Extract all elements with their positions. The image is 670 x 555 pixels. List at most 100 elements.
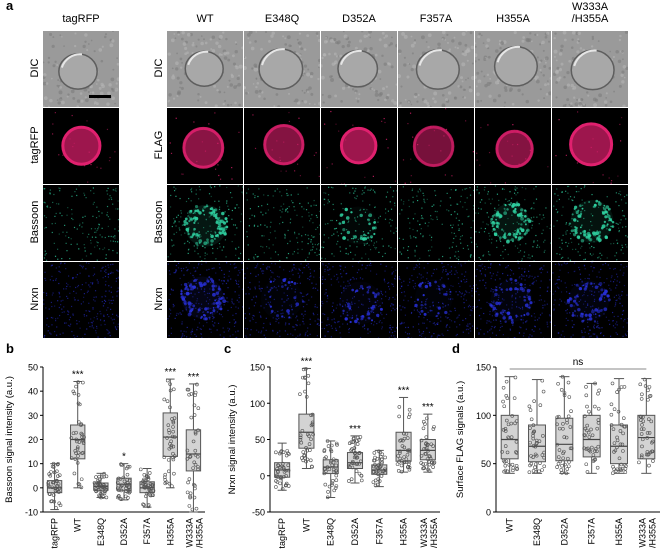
data-point xyxy=(424,435,429,439)
data-point xyxy=(646,388,650,393)
data-point xyxy=(639,415,644,419)
data-point xyxy=(619,422,624,427)
data-point xyxy=(79,485,84,490)
data-point xyxy=(116,476,121,481)
data-point xyxy=(195,454,200,459)
data-point xyxy=(559,468,564,472)
data-point xyxy=(189,415,194,420)
data-point xyxy=(405,452,410,457)
data-point xyxy=(586,446,590,451)
data-point xyxy=(139,481,144,485)
x-tick-label: E348Q xyxy=(326,518,336,546)
data-point xyxy=(650,449,655,454)
data-point xyxy=(303,389,307,394)
data-point xyxy=(616,409,621,414)
data-point xyxy=(171,451,175,456)
data-point xyxy=(334,473,339,478)
data-point xyxy=(584,393,589,398)
data-point xyxy=(46,481,51,485)
data-point xyxy=(124,484,129,488)
data-point xyxy=(276,475,280,479)
data-point xyxy=(149,486,154,491)
data-point xyxy=(502,459,507,464)
data-point xyxy=(560,470,564,475)
data-point xyxy=(276,463,280,467)
data-point xyxy=(567,460,571,464)
data-point xyxy=(612,467,616,471)
data-point xyxy=(171,420,176,425)
data-point xyxy=(277,451,282,456)
x-tick-label: D352A xyxy=(119,518,129,546)
data-point xyxy=(622,385,627,389)
data-point xyxy=(56,461,60,466)
data-point xyxy=(637,460,641,465)
data-point xyxy=(531,423,536,428)
row-label: Nrxn xyxy=(29,287,41,311)
data-point xyxy=(620,442,625,447)
column-header: H355A xyxy=(496,13,530,25)
data-point xyxy=(306,374,311,378)
data-point xyxy=(423,451,428,456)
y-tick-label: 50 xyxy=(481,459,491,469)
data-point xyxy=(304,395,309,399)
data-point xyxy=(58,503,63,508)
data-point xyxy=(563,462,567,467)
data-point xyxy=(192,413,197,417)
data-point xyxy=(304,366,308,371)
data-point xyxy=(622,463,627,467)
data-point xyxy=(586,430,591,435)
micrograph-red xyxy=(398,108,474,184)
data-point xyxy=(73,457,78,461)
data-point xyxy=(645,436,650,440)
data-point xyxy=(648,450,653,455)
data-point xyxy=(75,439,79,444)
data-point xyxy=(147,487,152,492)
data-point xyxy=(172,435,177,439)
data-point xyxy=(528,408,533,412)
micrograph-dic xyxy=(475,31,551,107)
data-point xyxy=(595,426,600,431)
data-point xyxy=(596,391,600,396)
data-point xyxy=(647,394,652,399)
data-point xyxy=(421,419,426,424)
data-point xyxy=(187,477,192,481)
data-point xyxy=(168,388,173,393)
data-point xyxy=(620,466,625,471)
data-point xyxy=(47,485,52,489)
data-point xyxy=(126,464,130,469)
panel-a-letter: a xyxy=(6,0,14,13)
data-point xyxy=(102,471,106,476)
x-tick-label: F357A xyxy=(374,518,384,545)
data-point xyxy=(330,481,335,486)
y-tick-label: 50 xyxy=(255,435,265,445)
data-point xyxy=(592,458,597,462)
data-point xyxy=(641,415,645,419)
data-point xyxy=(348,465,352,470)
data-point xyxy=(274,474,279,479)
data-point xyxy=(649,419,654,424)
y-tick-label: 20 xyxy=(28,435,38,445)
data-point xyxy=(427,454,432,458)
significance-marker: *** xyxy=(188,372,200,383)
data-point xyxy=(557,448,562,452)
data-point xyxy=(75,461,80,465)
data-point xyxy=(185,448,190,453)
data-point xyxy=(611,427,616,431)
data-point xyxy=(282,470,287,474)
data-point xyxy=(566,414,571,419)
micrograph-dic xyxy=(43,31,119,107)
surface-flag-boxplot: 0 50 100 150 Surface FLAG signals (a.u.) WT E3… xyxy=(455,357,660,548)
data-point xyxy=(355,442,360,446)
data-point xyxy=(196,428,200,433)
data-point xyxy=(596,418,601,422)
data-point xyxy=(188,455,192,459)
data-point xyxy=(195,382,199,387)
data-point xyxy=(97,487,101,492)
data-point xyxy=(595,465,600,470)
row-label: DIC xyxy=(153,58,165,78)
data-point xyxy=(167,481,172,486)
data-point xyxy=(375,456,380,461)
data-point xyxy=(623,470,628,474)
data-point xyxy=(74,437,79,442)
data-point xyxy=(75,446,80,451)
